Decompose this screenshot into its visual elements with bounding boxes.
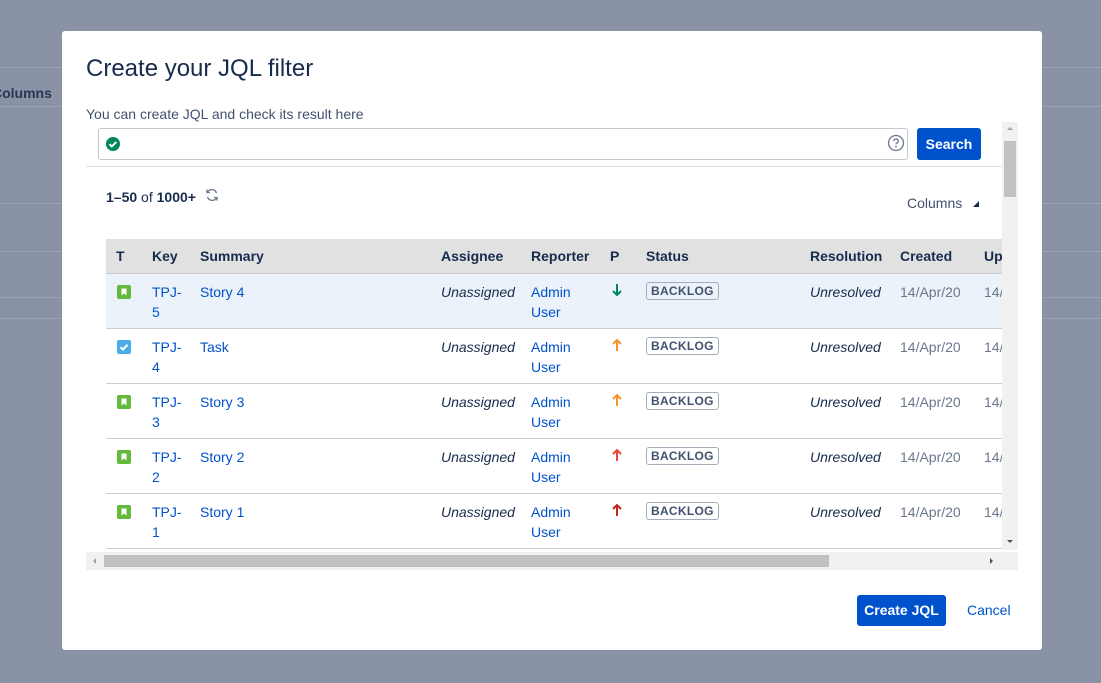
status-lozenge: BACKLOG — [646, 282, 719, 300]
table-row[interactable]: TPJ-4 Task Unassigned Admin User BACKLOG Unre… — [106, 329, 1002, 384]
search-button[interactable]: Search — [917, 128, 981, 160]
status-lozenge: BACKLOG — [646, 447, 719, 465]
column-header[interactable]: Summary — [200, 248, 264, 264]
results-range: 1–50 — [106, 189, 138, 205]
issue-updated: 14/Apr/20 — [984, 504, 1002, 520]
issue-summary[interactable]: Task — [200, 339, 229, 355]
valid-icon — [106, 137, 120, 151]
issue-summary[interactable]: Story 2 — [200, 449, 245, 465]
scroll-left[interactable] — [88, 552, 100, 570]
column-header[interactable]: Key — [152, 248, 178, 264]
dialog: Create your JQL filter You can create JQ… — [62, 31, 1042, 650]
vertical-scrollbar[interactable] — [1002, 122, 1018, 550]
issue-key[interactable]: TPJ-2 — [152, 449, 182, 485]
column-header[interactable]: Created — [900, 248, 953, 264]
issue-updated: 14/Apr/20 — [984, 284, 1002, 300]
dialog-title: Create your JQL filter — [86, 55, 314, 82]
background-columns-label: Columns — [0, 85, 52, 101]
issue-resolution: Unresolved — [810, 339, 881, 355]
issue-assignee: Unassigned — [441, 339, 515, 355]
issue-type-icon — [117, 394, 131, 414]
column-header[interactable]: Reporter — [531, 248, 590, 264]
issue-reporter[interactable]: Admin User — [531, 284, 571, 320]
issue-type-icon — [117, 339, 131, 359]
issue-reporter[interactable]: Admin User — [531, 449, 571, 485]
issue-summary[interactable]: Story 3 — [200, 394, 245, 410]
column-header[interactable]: Status — [646, 248, 689, 264]
issue-reporter[interactable]: Admin User — [531, 394, 571, 430]
results-of: of — [141, 189, 153, 205]
issue-assignee: Unassigned — [441, 394, 515, 410]
results-count: 1–50 of 1000+ — [106, 189, 196, 205]
issue-updated: 14/Apr/20 — [984, 449, 1002, 465]
table-row[interactable]: TPJ-3 Story 3 Unassigned Admin User BACKLOG U… — [106, 384, 1002, 439]
table-row[interactable]: TPJ-2 Story 2 Unassigned Admin User BACKLOG U… — [106, 439, 1002, 494]
issue-updated: 14/Apr/20 — [984, 394, 1002, 410]
table-header: T Key Summary Assignee Reporter P Status Resolu… — [106, 239, 1002, 274]
issue-key[interactable]: TPJ-4 — [152, 339, 182, 375]
results-total: 1000+ — [156, 189, 196, 205]
issue-created: 14/Apr/20 — [900, 504, 961, 520]
issue-type-icon — [117, 504, 131, 524]
columns-label: Columns — [907, 195, 963, 211]
issue-resolution: Unresolved — [810, 449, 881, 465]
table-row[interactable]: TPJ-1 Story 1 Unassigned Admin User BACKLOG U… — [106, 494, 1002, 549]
columns-button[interactable]: Columns — [907, 195, 980, 211]
priority-icon — [611, 502, 623, 523]
create-jql-button[interactable]: Create JQL — [857, 595, 946, 626]
issue-key[interactable]: TPJ-5 — [152, 284, 182, 320]
table-row[interactable]: TPJ-5 Story 4 Unassigned Admin User BACKLOG U… — [106, 274, 1002, 329]
column-header[interactable]: T — [116, 248, 125, 264]
issue-summary[interactable]: Story 1 — [200, 504, 245, 520]
issue-assignee: Unassigned — [441, 284, 515, 300]
status-lozenge: BACKLOG — [646, 392, 719, 410]
jql-input[interactable] — [98, 128, 908, 160]
issue-key[interactable]: TPJ-3 — [152, 394, 182, 430]
help-icon[interactable] — [887, 134, 905, 152]
status-lozenge: BACKLOG — [646, 337, 719, 355]
issue-created: 14/Apr/20 — [900, 394, 961, 410]
issue-resolution: Unresolved — [810, 284, 881, 300]
issue-assignee: Unassigned — [441, 504, 515, 520]
horizontal-scroll-thumb[interactable] — [104, 555, 829, 567]
dialog-description: You can create JQL and check its result … — [86, 106, 364, 122]
issue-key[interactable]: TPJ-1 — [152, 504, 182, 540]
dropdown-icon — [973, 201, 980, 207]
scroll-down[interactable] — [1002, 536, 1018, 548]
priority-icon — [611, 337, 623, 358]
issue-type-icon — [117, 449, 131, 469]
column-header[interactable]: Assignee — [441, 248, 504, 264]
scroll-area: Search 1–50 of 1000+ Columns T Key Summary… — [86, 122, 1002, 552]
issue-created: 14/Apr/20 — [900, 449, 961, 465]
issue-resolution: Unresolved — [810, 394, 881, 410]
priority-icon — [611, 282, 623, 303]
vertical-scroll-thumb[interactable] — [1004, 141, 1016, 197]
scroll-right[interactable] — [986, 552, 998, 570]
column-header[interactable]: P — [610, 248, 620, 264]
issue-reporter[interactable]: Admin User — [531, 339, 571, 375]
issue-resolution: Unresolved — [810, 504, 881, 520]
issue-summary[interactable]: Story 4 — [200, 284, 245, 300]
issue-created: 14/Apr/20 — [900, 284, 961, 300]
priority-icon — [611, 392, 623, 413]
column-header[interactable]: Updated — [984, 248, 1002, 264]
cancel-button[interactable]: Cancel — [967, 602, 1011, 618]
refresh-icon[interactable] — [204, 187, 220, 203]
issue-created: 14/Apr/20 — [900, 339, 961, 355]
status-lozenge: BACKLOG — [646, 502, 719, 520]
issue-type-icon — [117, 284, 131, 304]
priority-icon — [611, 447, 623, 468]
issue-updated: 14/Apr/20 — [984, 339, 1002, 355]
scroll-up[interactable] — [1002, 122, 1018, 134]
column-header[interactable]: Resolution — [810, 248, 883, 264]
issue-assignee: Unassigned — [441, 449, 515, 465]
divider — [86, 166, 1002, 167]
issue-reporter[interactable]: Admin User — [531, 504, 571, 540]
